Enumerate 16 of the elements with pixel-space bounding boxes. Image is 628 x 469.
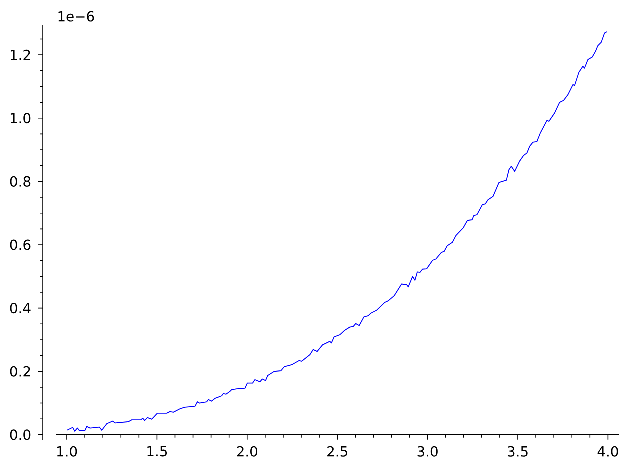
x-tick-label: 1.5	[148, 446, 168, 457]
x-tick-label: 3.0	[418, 446, 438, 457]
y-tick-label: 0.2	[10, 366, 30, 377]
x-tick-label: 1.0	[57, 446, 78, 457]
y-tick-label: 0.6	[10, 240, 31, 250]
x-tick-label: 2.5	[328, 446, 348, 457]
y-tick-label: 1.2	[10, 50, 30, 60]
y-tick-label: 0.0	[10, 430, 31, 440]
y-tick-label: 0.4	[10, 303, 31, 314]
y-tick-label: 0.8	[10, 176, 31, 187]
text: 1e−6	[58, 11, 94, 22]
x-tick-label: 2.0	[237, 446, 258, 457]
x-tick-label: 3.5	[508, 446, 528, 457]
y-tick-label: 1.0	[10, 113, 31, 124]
x-tick-label: 4.0	[598, 446, 618, 457]
line-series	[66, 32, 608, 432]
